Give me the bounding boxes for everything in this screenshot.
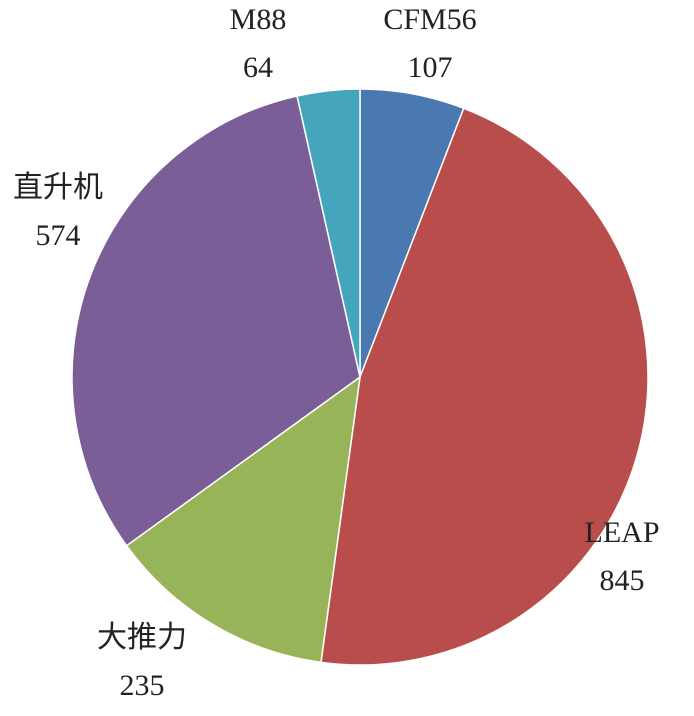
value-label: 64 [243, 51, 273, 84]
value-label: 845 [600, 564, 645, 597]
value-label: 107 [408, 51, 453, 84]
slice-label: CFM56 [383, 3, 476, 36]
slice-label: 直升机 [13, 171, 103, 204]
slice-label: LEAP [585, 516, 660, 549]
pie-slice [320, 107, 649, 666]
slice-label: M88 [230, 3, 287, 36]
pie-slice [71, 95, 361, 547]
value-label: 574 [36, 219, 81, 252]
slice-label: 大推力 [97, 621, 187, 654]
value-label: 235 [120, 669, 165, 702]
pie-slice [296, 88, 361, 378]
pie-slice [125, 375, 361, 664]
